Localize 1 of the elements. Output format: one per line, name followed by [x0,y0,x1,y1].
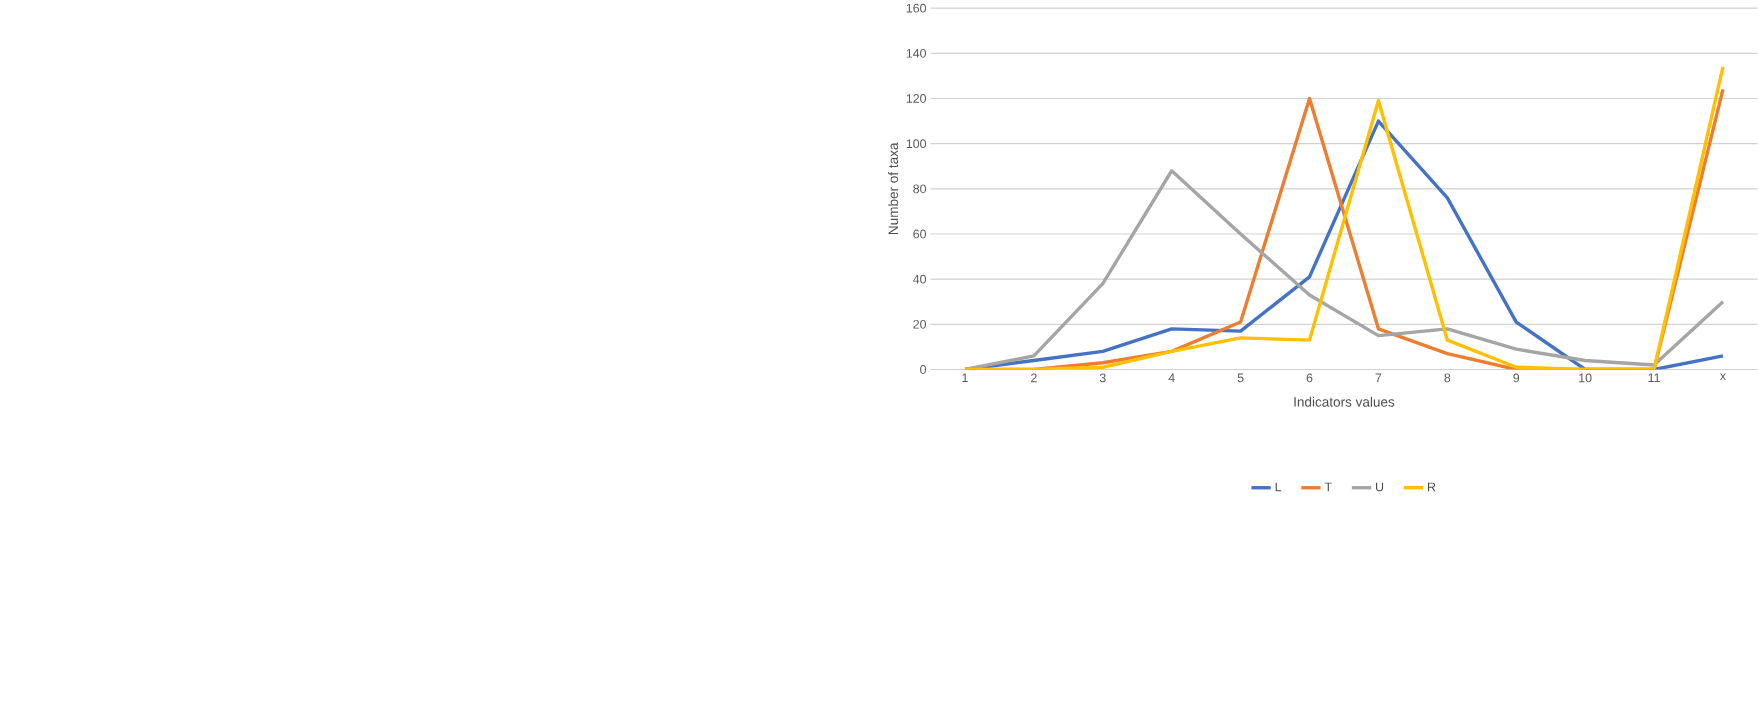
line-series [963,169,1725,370]
